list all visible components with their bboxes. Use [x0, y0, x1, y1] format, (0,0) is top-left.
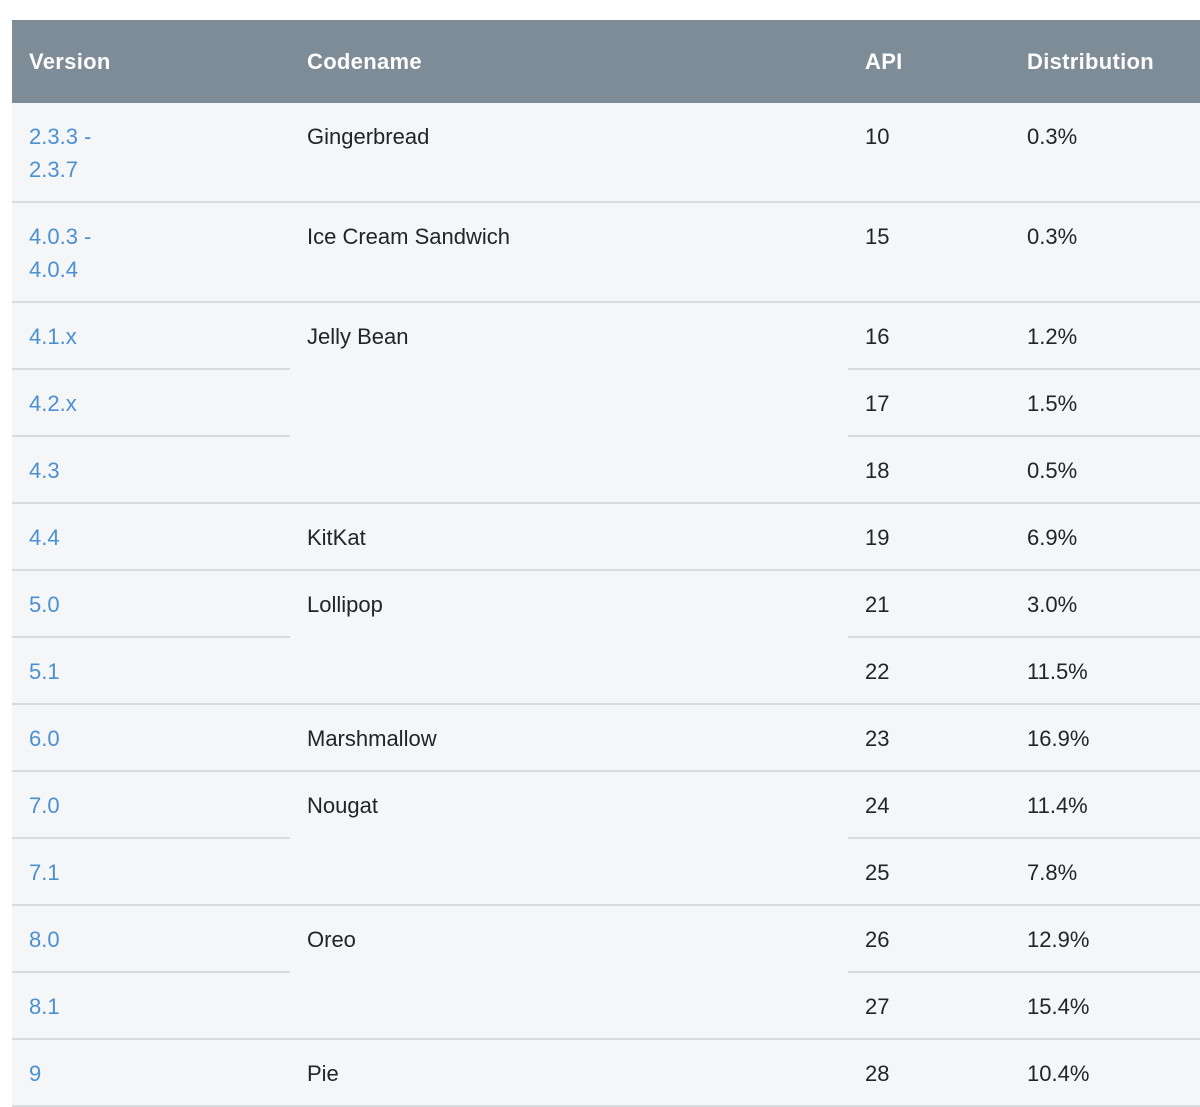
table-row: 5.0 Lollipop 21 3.0% [12, 569, 1200, 704]
table-row: 4.4 KitKat 19 6.9% [12, 502, 1200, 570]
version-link[interactable]: 4.0.3 - 4.0.4 [29, 224, 92, 282]
header-row: Version Codename API Distribution [12, 20, 1200, 103]
api-cell: 15 [848, 201, 1010, 302]
version-link[interactable]: 6.0 [29, 726, 60, 751]
codename-cell: Oreo [290, 904, 848, 1039]
distribution-cell: 6.9% [1010, 502, 1200, 570]
version-cell: 6.0 [12, 703, 290, 771]
api-cell: 24 [848, 770, 1010, 838]
distribution-cell: 11.4% [1010, 770, 1200, 838]
version-link[interactable]: 4.3 [29, 458, 60, 483]
version-link[interactable]: 4.2.x [29, 391, 77, 416]
version-link[interactable]: 8.0 [29, 927, 60, 952]
codename-cell: Lollipop [290, 569, 848, 704]
version-link[interactable]: 7.0 [29, 793, 60, 818]
table-row: 4.2.x 17 1.5% [12, 368, 1200, 436]
version-cell: 4.3 [12, 435, 290, 503]
api-cell: 21 [848, 569, 1010, 637]
distribution-cell: 15.4% [1010, 971, 1200, 1039]
table-row: 6.0 Marshmallow 23 16.9% [12, 703, 1200, 771]
codename-cell: Pie [290, 1038, 848, 1107]
api-cell: 19 [848, 502, 1010, 570]
version-cell: 2.3.3 - 2.3.7 [12, 103, 290, 202]
distribution-cell: 11.5% [1010, 636, 1200, 704]
codename-cell: Jelly Bean [290, 301, 848, 503]
version-cell: 9 [12, 1038, 290, 1107]
android-version-distribution-table: Version Codename API Distribution 2.3.3 … [12, 20, 1200, 1107]
table-row: 7.0 Nougat 24 11.4% [12, 770, 1200, 905]
version-cell: 4.2.x [12, 368, 290, 436]
api-cell: 18 [848, 435, 1010, 503]
distribution-cell: 1.5% [1010, 368, 1200, 436]
api-cell: 26 [848, 904, 1010, 972]
codename-cell: KitKat [290, 502, 848, 570]
version-link[interactable]: 2.3.3 - 2.3.7 [29, 124, 92, 182]
api-cell: 16 [848, 301, 1010, 369]
api-cell: 27 [848, 971, 1010, 1039]
table-row: 8.0 Oreo 26 12.9% [12, 904, 1200, 1039]
version-cell: 4.4 [12, 502, 290, 570]
version-cell: 8.0 [12, 904, 290, 972]
version-link[interactable]: 5.1 [29, 659, 60, 684]
table-header: Version Codename API Distribution [12, 20, 1200, 103]
codename-cell: Marshmallow [290, 703, 848, 771]
version-link[interactable]: 8.1 [29, 994, 60, 1019]
version-cell: 7.0 [12, 770, 290, 838]
version-link[interactable]: 7.1 [29, 860, 60, 885]
version-link[interactable]: 4.1.x [29, 324, 77, 349]
api-cell: 10 [865, 124, 890, 149]
column-header-api: API [848, 20, 1010, 103]
codename-cell: Nougat [290, 770, 848, 905]
version-link[interactable]: 5.0 [29, 592, 60, 617]
api-cell: 22 [848, 636, 1010, 704]
distribution-cell: 3.0% [1010, 569, 1200, 637]
version-cell: 5.1 [12, 636, 290, 704]
version-cell: 7.1 [12, 837, 290, 905]
version-cell: 4.0.3 - 4.0.4 [12, 201, 290, 302]
version-cell: 5.0 [12, 569, 290, 637]
version-link[interactable]: 9 [29, 1061, 42, 1086]
distribution-table: Version Codename API Distribution 2.3.3 … [12, 20, 1200, 1107]
column-header-codename: Codename [290, 20, 848, 103]
api-cell: 17 [848, 368, 1010, 436]
distribution-cell: 0.3% [1027, 124, 1078, 149]
version-cell: 8.1 [12, 971, 290, 1039]
version-link[interactable]: 4.4 [29, 525, 60, 550]
api-cell: 23 [848, 703, 1010, 771]
table-row: 4.0.3 - 4.0.4 Ice Cream Sandwich 15 0.3% [12, 201, 1200, 302]
table-row: 5.1 22 11.5% [12, 636, 1200, 704]
distribution-cell: 10.4% [1010, 1038, 1200, 1107]
distribution-cell: 16.9% [1010, 703, 1200, 771]
version-cell: 4.1.x [12, 301, 290, 369]
distribution-cell: 0.5% [1010, 435, 1200, 503]
table-row: 9 Pie 28 10.4% [12, 1038, 1200, 1107]
column-header-version: Version [12, 20, 290, 103]
table-body: 2.3.3 - 2.3.7 Gingerbread 10 0.3% 4.0.3 - 4.… [12, 103, 1200, 1107]
column-header-distribution: Distribution [1010, 20, 1200, 103]
distribution-cell: 1.2% [1010, 301, 1200, 369]
distribution-cell: 7.8% [1010, 837, 1200, 905]
table-row: 2.3.3 - 2.3.7 Gingerbread 10 0.3% [12, 103, 1200, 202]
distribution-cell: 0.3% [1010, 201, 1200, 302]
api-cell: 28 [848, 1038, 1010, 1107]
table-row: 7.1 25 7.8% [12, 837, 1200, 905]
table-row: 4.1.x Jelly Bean 16 1.2% [12, 301, 1200, 503]
distribution-cell: 12.9% [1010, 904, 1200, 972]
codename-cell: Gingerbread [307, 124, 430, 149]
codename-cell: Ice Cream Sandwich [290, 201, 848, 302]
api-cell: 25 [848, 837, 1010, 905]
table-row: 4.3 18 0.5% [12, 435, 1200, 503]
table-row: 8.1 27 15.4% [12, 971, 1200, 1039]
